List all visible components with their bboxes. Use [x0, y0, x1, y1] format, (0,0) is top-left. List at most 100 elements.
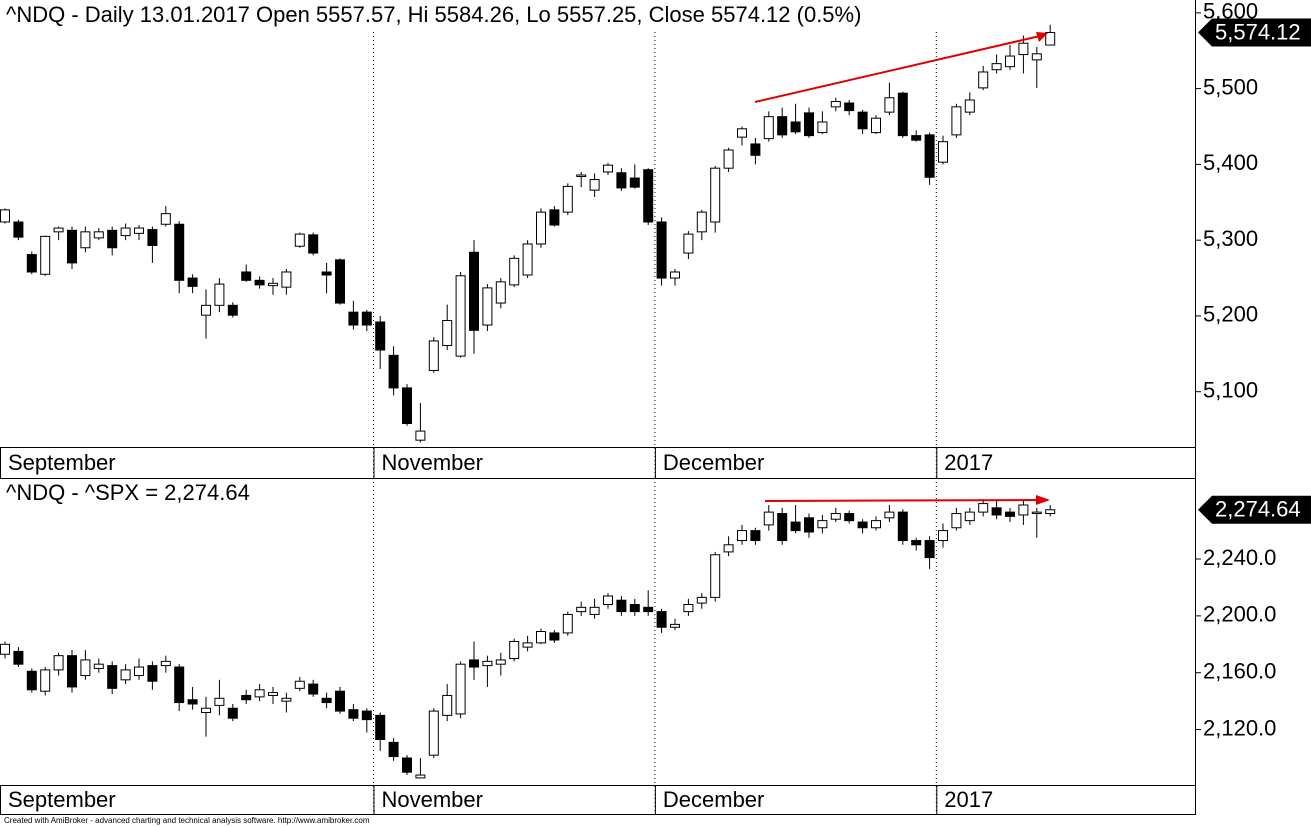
candle-body — [643, 606, 654, 613]
candle-body — [790, 121, 801, 133]
candle-body — [26, 670, 37, 691]
candle-body — [710, 554, 721, 598]
candle-body — [830, 513, 841, 520]
y-tick-label: 5,300 — [1203, 226, 1258, 251]
candle-body — [924, 540, 935, 559]
candle-body — [616, 599, 627, 613]
candle-body — [589, 606, 600, 615]
candle-body — [40, 235, 51, 275]
x-tick-label: December — [663, 450, 764, 475]
candle-body — [455, 663, 466, 715]
candle-body — [388, 354, 399, 389]
candle-body — [482, 287, 493, 326]
candle-body — [107, 229, 118, 249]
y-tick-label: 5,200 — [1203, 302, 1258, 327]
candle-body — [308, 683, 319, 695]
candle-body — [522, 642, 533, 648]
candle-body — [884, 97, 895, 113]
candle-body — [857, 521, 868, 529]
candle-body — [978, 503, 989, 513]
candle-body — [53, 227, 64, 233]
candle-body — [281, 697, 292, 702]
candle-body — [737, 530, 747, 542]
candle-body — [871, 117, 881, 134]
candle-body — [670, 271, 680, 279]
candle-body — [723, 149, 734, 169]
candle-body — [964, 511, 975, 522]
candle-body — [522, 243, 533, 276]
candle-body — [442, 694, 453, 716]
candle-body — [67, 229, 77, 264]
candle-body — [656, 611, 667, 628]
candle-body — [857, 111, 868, 130]
candle-body — [804, 112, 814, 137]
candle-body — [361, 311, 372, 326]
candle-body — [1018, 504, 1029, 516]
candle-body — [120, 669, 131, 681]
candle-body — [415, 774, 426, 779]
candle-body — [871, 520, 881, 529]
candle-body — [1005, 55, 1015, 68]
y-tick-label: 5,600 — [1203, 0, 1258, 24]
footer: Created with AmiBroker - advanced charti… — [4, 816, 370, 825]
candle-body — [629, 603, 640, 613]
candle-body — [589, 179, 600, 191]
candle-body — [804, 517, 814, 533]
trend-arrow — [1036, 32, 1048, 42]
candle-body — [991, 507, 1002, 516]
candle-body — [321, 271, 332, 276]
candle-body — [536, 211, 546, 245]
candle-body — [844, 513, 855, 522]
candle-body — [763, 116, 774, 140]
y-tick-label: 5,500 — [1203, 74, 1258, 99]
candle-body — [361, 710, 372, 721]
candle-body — [951, 106, 962, 136]
candle-body — [683, 603, 694, 613]
candle-body — [26, 254, 37, 273]
y-tick-label: 2,200.0 — [1203, 602, 1276, 627]
candle-body — [911, 135, 922, 141]
trend-line — [754, 35, 1041, 103]
trend-line — [764, 499, 1041, 502]
candle-body — [375, 714, 386, 741]
candle-body — [830, 101, 841, 108]
candle-body — [1005, 511, 1015, 517]
title-bg — [2, 0, 1012, 30]
candle-body — [696, 596, 707, 604]
candle-body — [13, 221, 24, 238]
candle-body — [93, 663, 104, 669]
candle-body — [737, 128, 747, 138]
candle-body — [241, 694, 252, 701]
candle-body — [147, 665, 158, 682]
candle-body — [710, 167, 721, 223]
candle-body — [509, 257, 520, 286]
candle-body — [348, 709, 359, 719]
candle-body — [469, 251, 479, 331]
candle-body — [40, 669, 51, 692]
candle-body — [13, 650, 24, 665]
candle-body — [67, 655, 77, 688]
candle-body — [428, 340, 439, 371]
candle-body — [254, 689, 265, 698]
candle-body — [281, 271, 292, 288]
candle-body — [0, 209, 10, 223]
chart-title: ^NDQ - ^SPX = 2,274.64 — [6, 480, 250, 505]
candle-body — [415, 430, 426, 441]
candle-body — [134, 227, 144, 234]
candle-body — [241, 271, 252, 281]
candle-body — [991, 63, 1002, 71]
y-tick-label: 2,160.0 — [1203, 659, 1276, 684]
candle-body — [214, 283, 225, 306]
candle-body — [790, 521, 801, 532]
candle-body — [964, 99, 975, 113]
candle-body — [201, 707, 211, 714]
candle-body — [951, 513, 962, 529]
x-tick-label: 2017 — [944, 787, 993, 812]
candle-body — [495, 659, 506, 665]
candle-body — [254, 279, 265, 286]
candle-body — [616, 172, 627, 189]
candle-body — [308, 234, 319, 254]
candle-body — [817, 520, 828, 529]
candle-body — [763, 511, 774, 526]
candle-body — [402, 757, 412, 773]
